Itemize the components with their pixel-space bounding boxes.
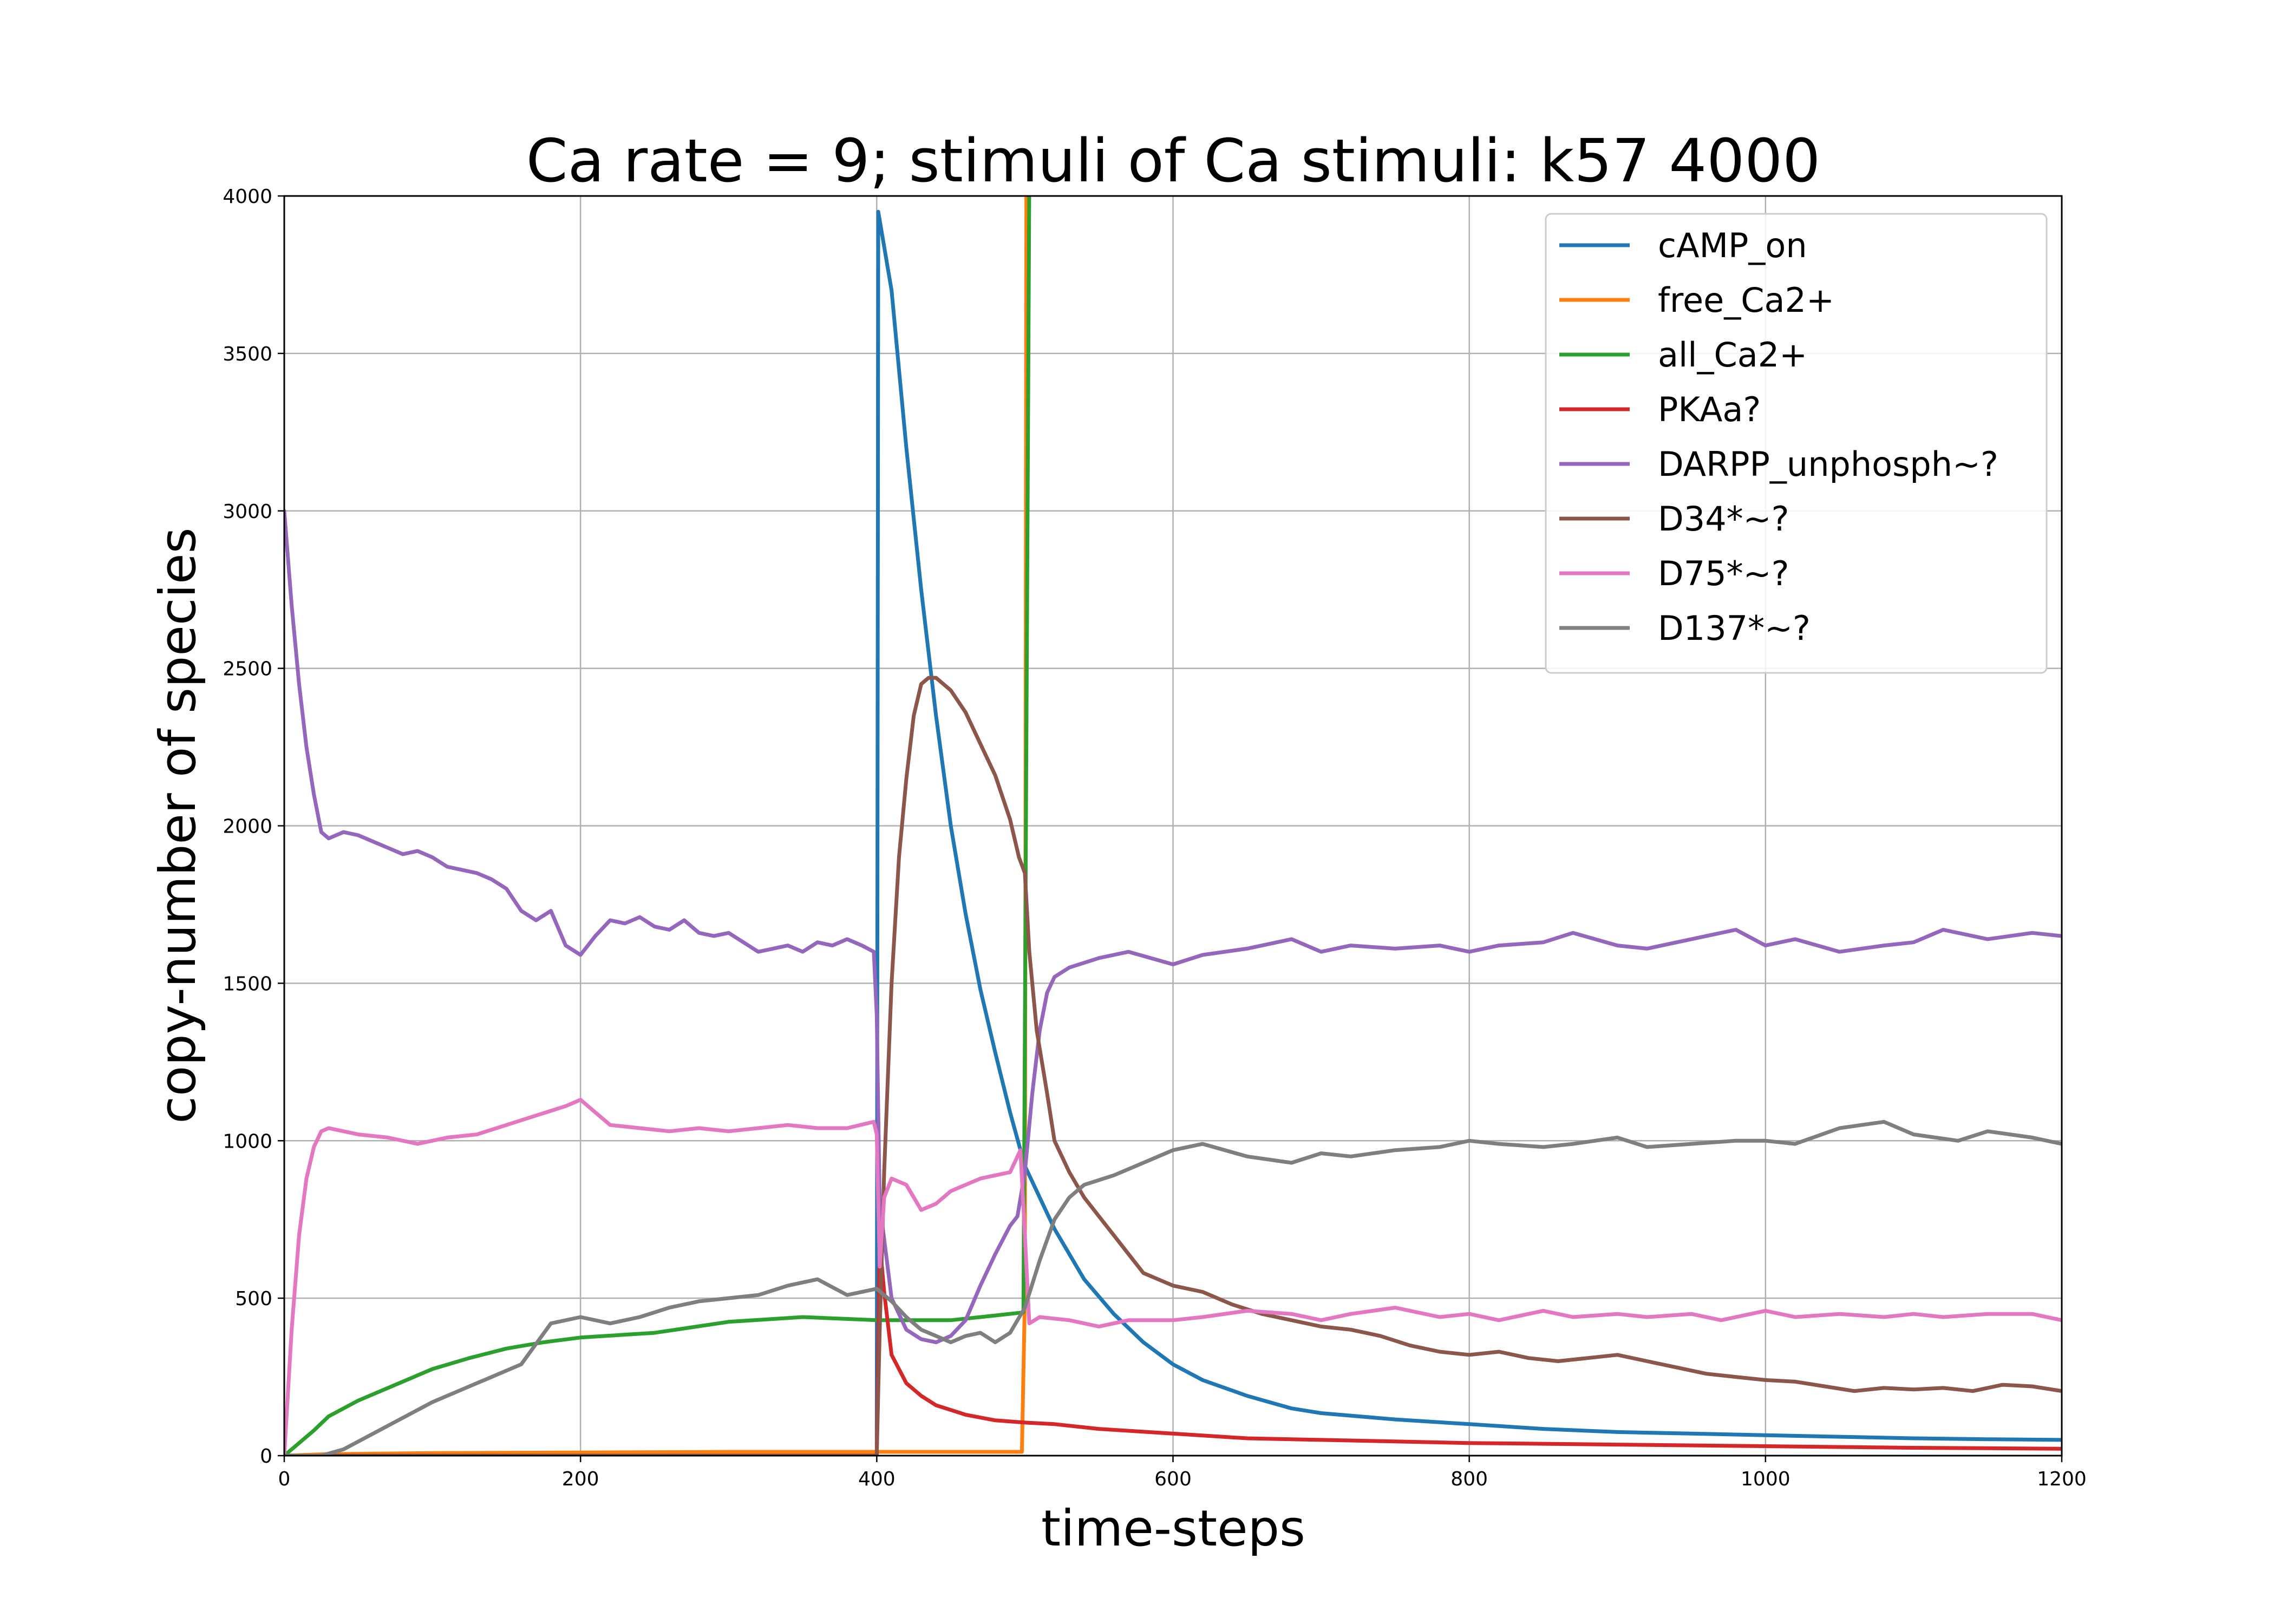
series-line-all-ca2-: [284, 196, 1031, 1456]
legend-label: PKAa?: [1658, 390, 1761, 429]
series-line-camp-on: [284, 209, 2062, 1456]
legend-label: cAMP_on: [1658, 226, 1807, 265]
legend-label: all_Ca2+: [1658, 335, 1807, 375]
legend-label: free_Ca2+: [1658, 280, 1834, 320]
series-line-d75-: [284, 1098, 2062, 1456]
y-tick-label: 3000: [223, 501, 272, 523]
legend-label: D34*~?: [1658, 499, 1789, 539]
x-tick-label: 800: [1450, 1468, 1488, 1490]
plot-area: [284, 196, 2062, 1456]
legend-label: DARPP_unphosph~?: [1658, 444, 1998, 484]
x-tick-label: 400: [858, 1468, 896, 1490]
series-line-d34-: [284, 676, 2062, 1456]
x-axis-label: time-steps: [1041, 1499, 1305, 1557]
y-tick-label: 3500: [223, 343, 272, 365]
chart-title: Ca rate = 9; stimuli of Ca stimuli: k57 …: [526, 126, 1820, 195]
y-axis-label: copy-number of species: [149, 527, 207, 1123]
y-tick-label: 2000: [223, 816, 272, 838]
y-tick-label: 1000: [223, 1130, 272, 1152]
legend: cAMP_on free_Ca2+ all_Ca2+ PKAa? DARPP_unpho…: [1545, 213, 2048, 674]
legend-box: [1545, 213, 2048, 674]
legend-label: D137*~?: [1658, 608, 1811, 648]
series-line-d137-: [284, 1119, 2062, 1456]
y-tick-label: 2500: [223, 658, 272, 680]
x-tick-label: 1200: [2037, 1468, 2087, 1490]
y-tick-label: 500: [235, 1288, 272, 1310]
series-line-darpp-unphosph-: [284, 509, 2062, 1345]
legend-label: D75*~?: [1658, 554, 1789, 593]
x-tick-label: 600: [1154, 1468, 1192, 1490]
x-tick-label: 1000: [1741, 1468, 1791, 1490]
series-line-free-ca2-: [284, 196, 1029, 1456]
axis-ticks: 0 200 400 600 800 1000 1200 0 500 1000 1500 2000 250…: [223, 186, 2086, 1490]
y-tick-label: 4000: [223, 186, 272, 208]
y-tick-label: 0: [260, 1445, 272, 1468]
y-tick-label: 1500: [223, 973, 272, 995]
x-tick-label: 0: [278, 1468, 291, 1490]
x-tick-label: 200: [562, 1468, 599, 1490]
